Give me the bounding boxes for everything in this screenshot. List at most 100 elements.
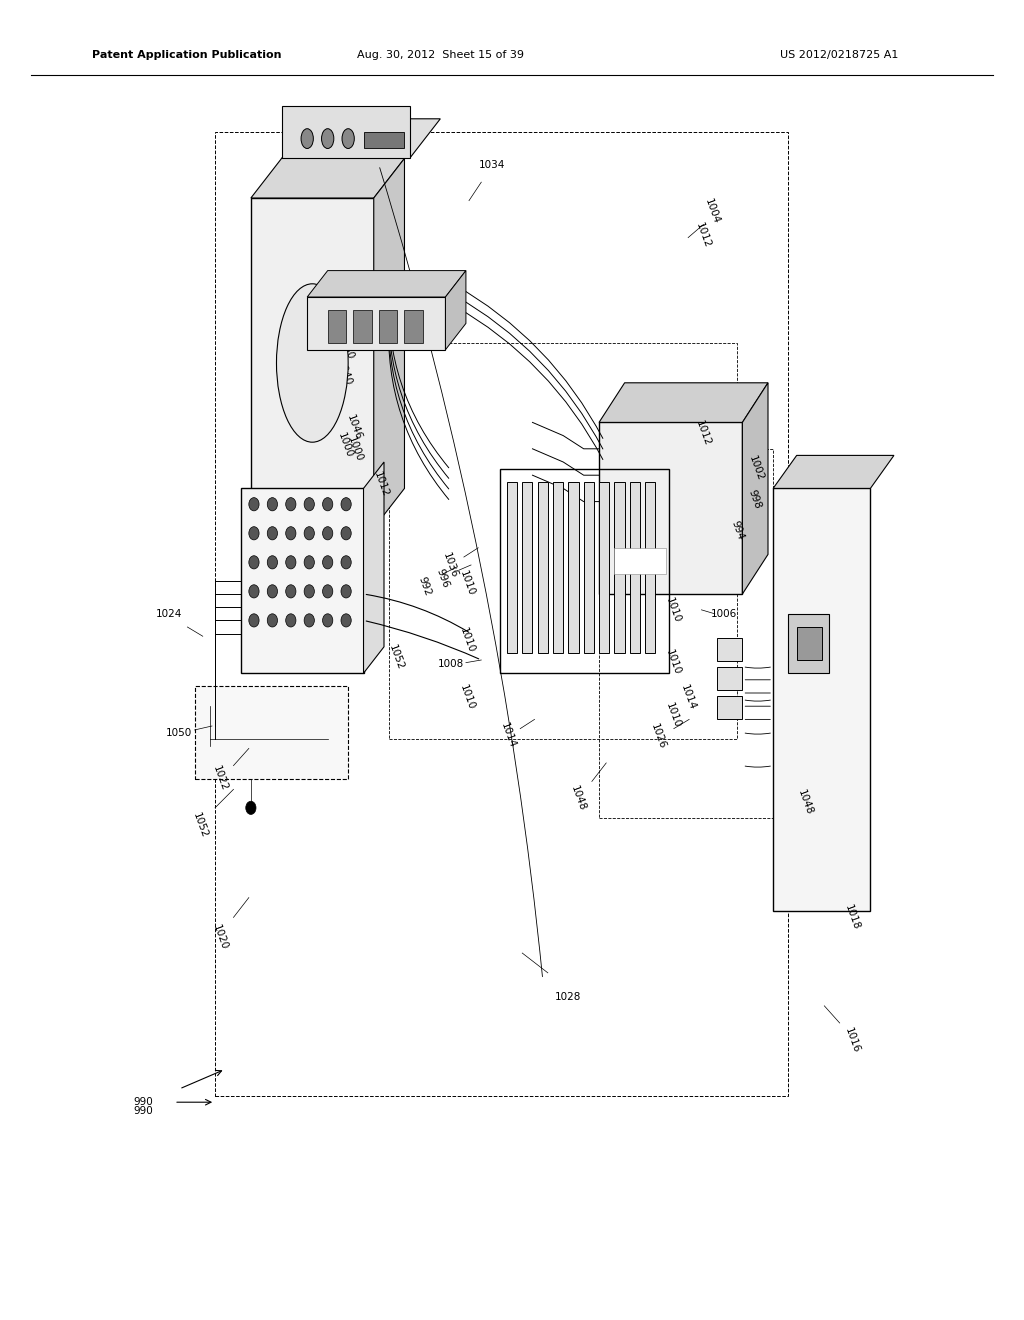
Text: 1052: 1052 (387, 643, 406, 672)
Circle shape (341, 498, 351, 511)
Text: 998: 998 (746, 488, 763, 510)
Circle shape (286, 527, 296, 540)
Circle shape (286, 585, 296, 598)
Circle shape (286, 614, 296, 627)
Text: 1016: 1016 (843, 1026, 861, 1055)
Bar (404, 310, 423, 343)
Bar (389, 343, 737, 739)
Bar (241, 488, 364, 673)
Circle shape (323, 614, 333, 627)
Text: 990: 990 (133, 1106, 154, 1117)
Text: 1046: 1046 (345, 413, 364, 442)
Circle shape (304, 498, 314, 511)
Ellipse shape (301, 128, 313, 149)
Bar (599, 449, 773, 818)
Text: 1040: 1040 (335, 359, 353, 388)
Ellipse shape (342, 128, 354, 149)
Text: 1024: 1024 (156, 609, 182, 619)
Circle shape (249, 527, 259, 540)
Bar (500, 469, 669, 673)
Text: 1028: 1028 (555, 991, 582, 1002)
Polygon shape (282, 119, 440, 158)
Text: 1012: 1012 (694, 418, 713, 447)
Text: 1012: 1012 (694, 220, 713, 249)
Bar (599, 482, 609, 653)
Text: 1010: 1010 (458, 569, 476, 598)
Polygon shape (742, 383, 768, 594)
Bar (328, 310, 346, 343)
Text: 994: 994 (729, 520, 745, 541)
Text: 1014: 1014 (679, 682, 697, 711)
Text: 1002: 1002 (746, 454, 765, 483)
Circle shape (249, 556, 259, 569)
Text: 1004: 1004 (702, 197, 721, 226)
Circle shape (323, 585, 333, 598)
Bar (630, 482, 640, 653)
Circle shape (304, 556, 314, 569)
Circle shape (267, 498, 278, 511)
Text: FIG. 22: FIG. 22 (791, 730, 868, 748)
Bar (282, 106, 410, 158)
Text: 1050: 1050 (166, 727, 193, 738)
Text: 1020: 1020 (211, 923, 229, 952)
Text: 1012: 1012 (372, 470, 390, 499)
Bar (215, 132, 788, 1096)
Polygon shape (599, 383, 768, 422)
Text: 1030: 1030 (337, 333, 355, 362)
Text: 1048: 1048 (569, 784, 588, 813)
Bar (788, 614, 829, 673)
Text: 1000: 1000 (336, 430, 354, 459)
Text: 1036: 1036 (441, 550, 460, 579)
Circle shape (304, 527, 314, 540)
Text: 1010: 1010 (458, 626, 476, 655)
Text: 1014: 1014 (499, 721, 517, 750)
Text: 1006: 1006 (711, 609, 737, 619)
Bar (507, 482, 517, 653)
Ellipse shape (322, 128, 334, 149)
Polygon shape (773, 455, 894, 488)
Bar (379, 310, 397, 343)
Circle shape (249, 614, 259, 627)
Text: 996: 996 (434, 568, 451, 589)
Bar (717, 696, 742, 719)
Bar (195, 686, 348, 779)
Text: 1038: 1038 (314, 392, 333, 421)
Text: 1052: 1052 (190, 810, 209, 840)
Text: US 2012/0218725 A1: US 2012/0218725 A1 (780, 50, 899, 61)
Polygon shape (374, 158, 404, 528)
Circle shape (323, 498, 333, 511)
Text: 1048: 1048 (796, 788, 814, 817)
Text: 1026: 1026 (649, 722, 668, 751)
Text: 1010: 1010 (458, 682, 476, 711)
Text: 992: 992 (417, 576, 433, 597)
Bar (614, 482, 625, 653)
Bar (599, 422, 742, 594)
Bar (645, 482, 655, 653)
Bar (522, 482, 532, 653)
Text: 1034: 1034 (478, 160, 505, 170)
Text: 1000: 1000 (346, 434, 365, 463)
Circle shape (323, 527, 333, 540)
Circle shape (323, 556, 333, 569)
Circle shape (341, 556, 351, 569)
Polygon shape (445, 271, 466, 350)
Bar (614, 548, 666, 574)
Text: 1022: 1022 (211, 764, 229, 793)
Circle shape (286, 498, 296, 511)
Polygon shape (364, 462, 384, 673)
Bar (553, 482, 563, 653)
Circle shape (249, 498, 259, 511)
Bar (584, 482, 594, 653)
Circle shape (267, 585, 278, 598)
Bar (307, 297, 445, 350)
Ellipse shape (276, 284, 348, 442)
Text: 1008: 1008 (437, 659, 464, 669)
Bar (568, 482, 579, 653)
Circle shape (267, 527, 278, 540)
Circle shape (267, 614, 278, 627)
Text: Patent Application Publication: Patent Application Publication (92, 50, 282, 61)
Text: 1018: 1018 (843, 903, 861, 932)
Circle shape (341, 585, 351, 598)
Polygon shape (251, 158, 404, 198)
Circle shape (304, 614, 314, 627)
